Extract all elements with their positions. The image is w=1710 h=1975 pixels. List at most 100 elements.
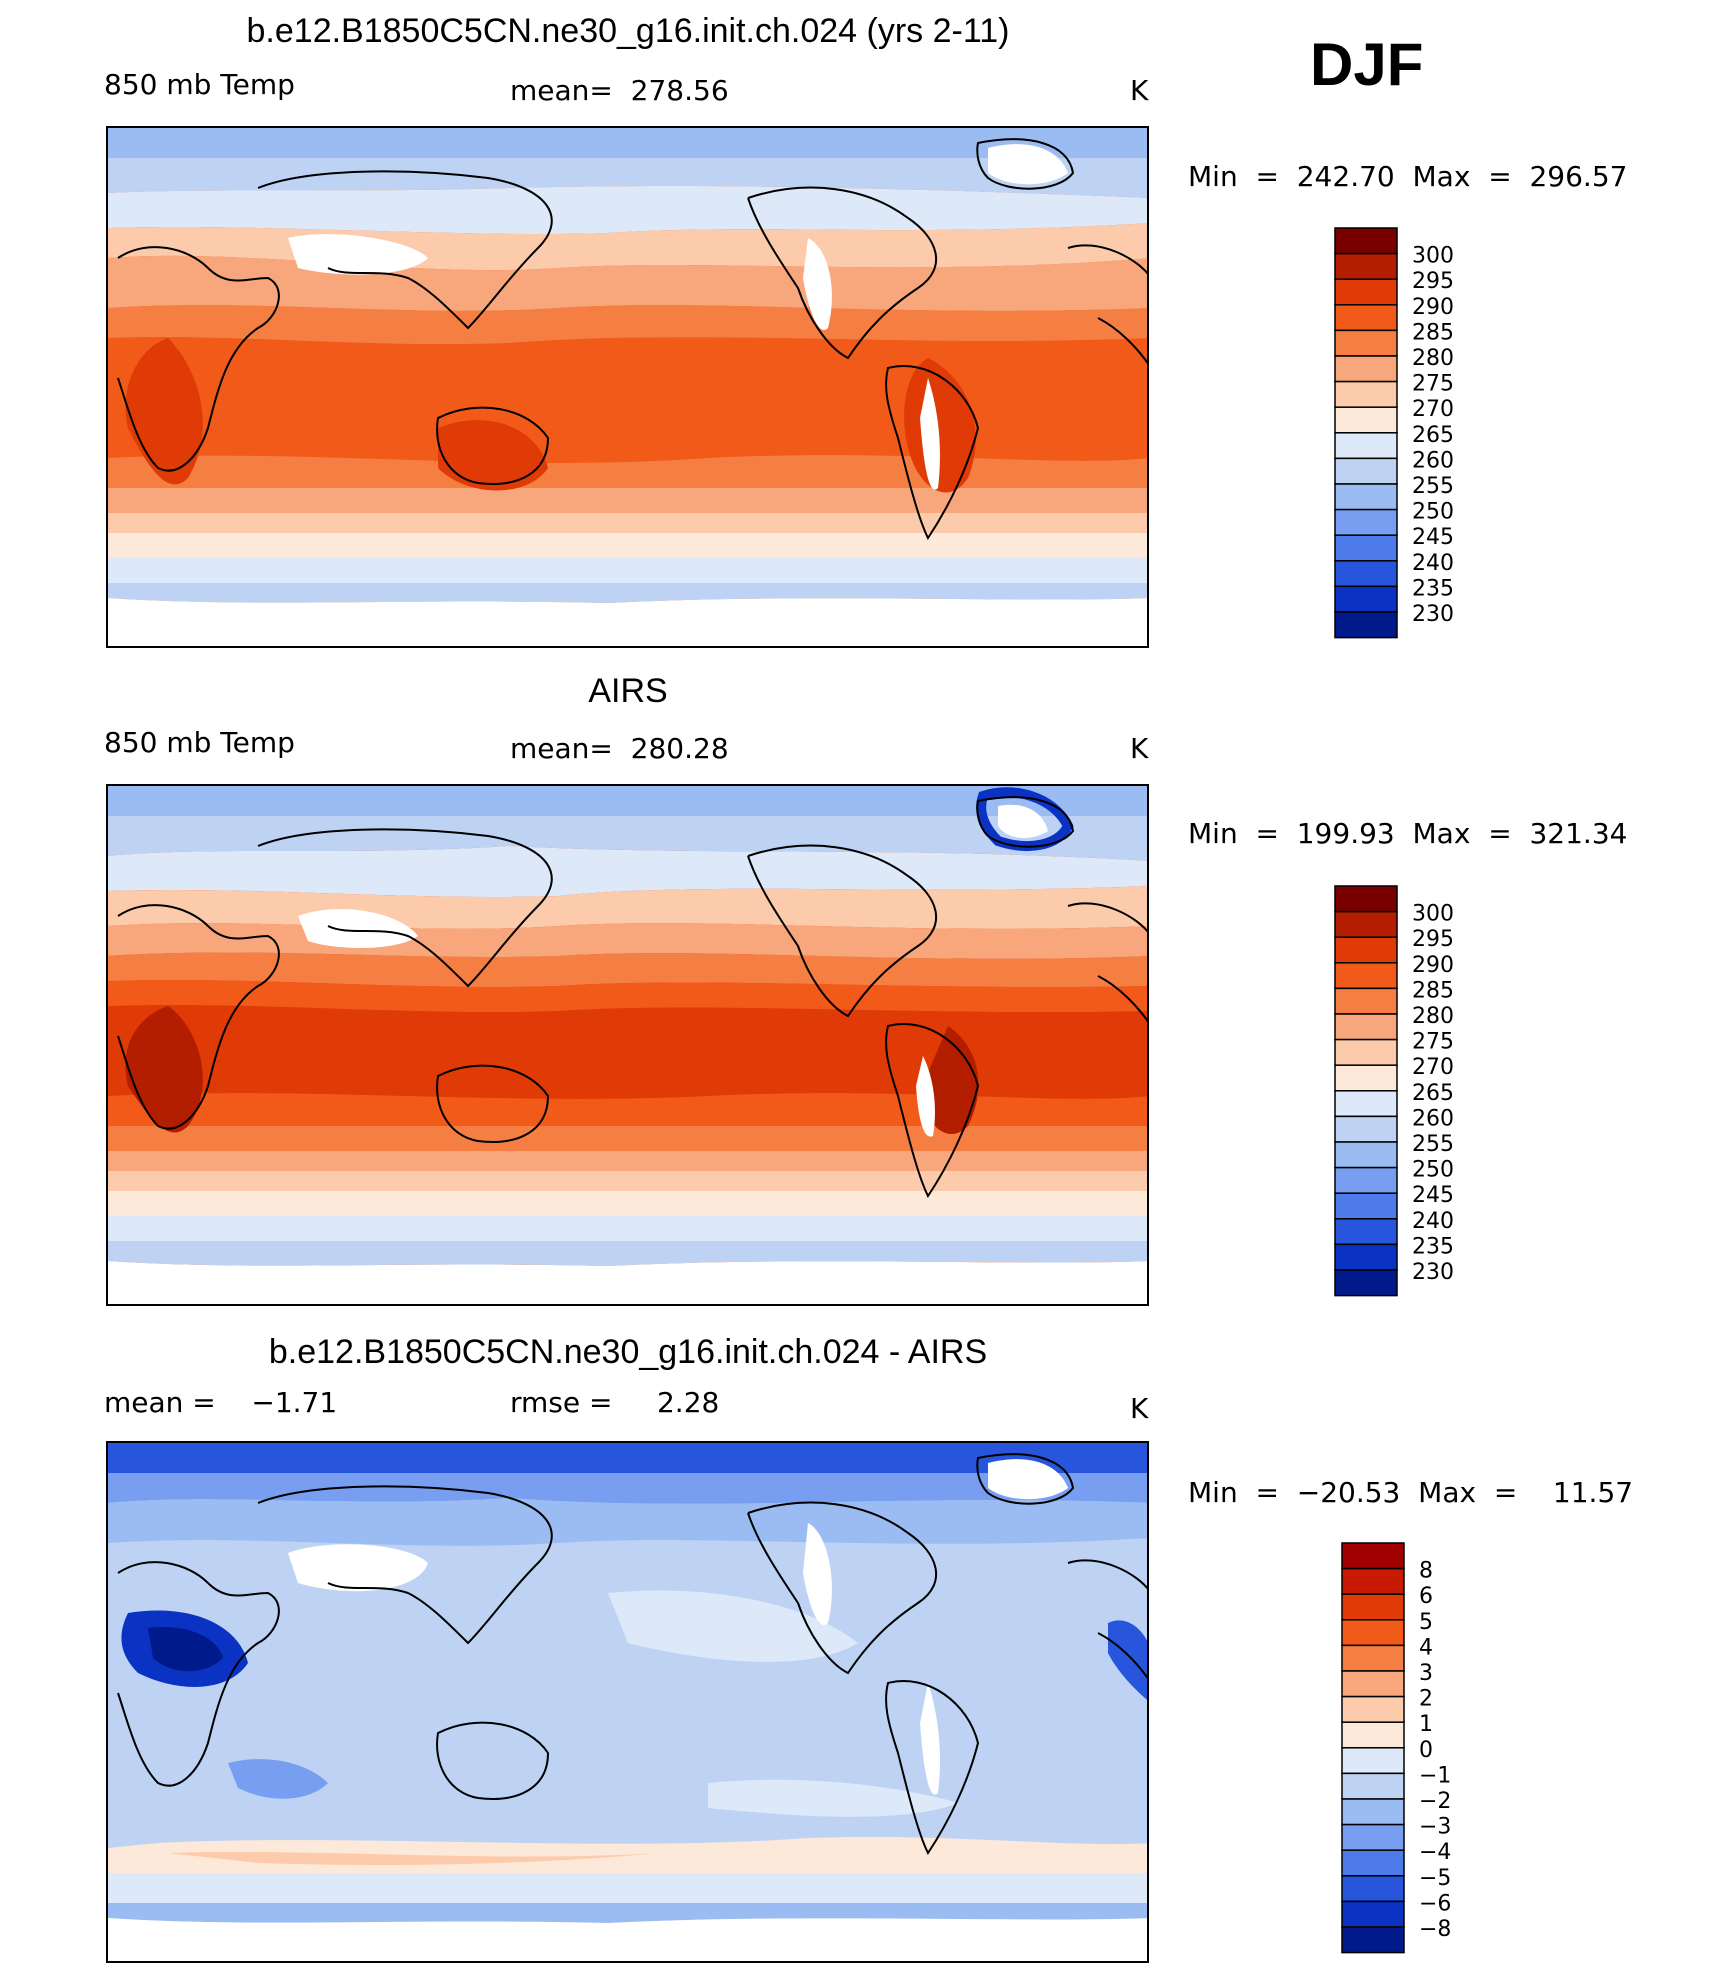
panel2-colorbar-label: 285 [1412, 978, 1454, 1003]
panel1-colorbar: 300 295 290 285 280 275 270 265 260 255 250 245 240 2… [1333, 226, 1493, 645]
panel2-colorbar-label: 280 [1412, 1004, 1454, 1029]
panel3-colorbar-box [1341, 1593, 1405, 1621]
panel2-map [106, 784, 1149, 1306]
panel2-mean-label: mean= 280.28 [510, 732, 729, 765]
panel2-colorbar-box [1334, 1192, 1398, 1220]
panel1-colorbar-label: 290 [1412, 295, 1454, 320]
panel2-colorbar-label: 240 [1412, 1209, 1454, 1234]
panel1-colorbar-box [1334, 432, 1398, 460]
panel1-variable-label: 850 mb Temp [104, 68, 295, 101]
panel2-colorbar-label: 255 [1412, 1132, 1454, 1157]
panel2-title: AIRS [588, 672, 668, 710]
panel1-colorbar-label: 295 [1412, 269, 1454, 294]
panel1-colorbar-label: 240 [1412, 551, 1454, 576]
panel3-minmax: Min = −20.53 Max = 11.57 [1188, 1476, 1634, 1509]
panel3-mean-label: mean = −1.71 [104, 1386, 338, 1419]
panel1-colorbar-box [1334, 278, 1398, 306]
panel2-colorbar-label: 230 [1412, 1260, 1454, 1285]
panel3-colorbar-box [1341, 1644, 1405, 1672]
panel1-colorbar-svg: 3002952902852802752702652602552502452402… [1334, 227, 1454, 639]
panel2-colorbar-label: 300 [1412, 902, 1454, 927]
panel2-temperature-field [108, 786, 1147, 1304]
panel2-colorbar: 300 295 290 285 280 275 270 265 260 255 250 245 240 2… [1333, 884, 1493, 1303]
panel3-colorbar-label: −3 [1419, 1815, 1451, 1840]
panel2-colorbar-label: 290 [1412, 953, 1454, 978]
panel1-colorbar-box [1334, 355, 1398, 383]
panel1-units-label: K [1130, 74, 1149, 107]
panel3-title: b.e12.B1850C5CN.ne30_g16.init.ch.024 - A… [268, 1333, 988, 1371]
panel2-colorbar-label: 265 [1412, 1081, 1454, 1106]
panel1-colorbar-label: 255 [1412, 474, 1454, 499]
panel2-colorbar-label: 295 [1412, 927, 1454, 952]
panel1-colorbar-label: 280 [1412, 346, 1454, 371]
panel2-colorbar-box [1334, 1166, 1398, 1194]
panel1-colorbar-box [1334, 483, 1398, 511]
panel2-colorbar-box [1334, 1090, 1398, 1118]
panel1-colorbar-box [1334, 560, 1398, 588]
panel3-colorbar-box [1341, 1619, 1405, 1647]
panel2-variable-label: 850 mb Temp [104, 726, 295, 759]
panel3-colorbar-box [1341, 1747, 1405, 1775]
panel1-colorbar-label: 230 [1412, 602, 1454, 627]
panel1-colorbar-label: 250 [1412, 500, 1454, 525]
panel1-colorbar-box [1334, 534, 1398, 562]
panel1-colorbar-box [1334, 304, 1398, 332]
panel3-colorbar-label: 2 [1419, 1687, 1433, 1712]
panel3-colorbar-label: −8 [1419, 1917, 1451, 1942]
panel2-colorbar-label: 270 [1412, 1055, 1454, 1080]
panel3-colorbar-box [1341, 1849, 1405, 1877]
panel3-colorbar-box [1341, 1926, 1405, 1954]
panel1-map [106, 126, 1149, 648]
panel2-colorbar-label: 245 [1412, 1183, 1454, 1208]
panel3-colorbar-label: 0 [1419, 1738, 1433, 1763]
panel1-colorbar-box [1334, 406, 1398, 434]
panel1-colorbar-box [1334, 585, 1398, 613]
panel3-colorbar-box [1341, 1900, 1405, 1928]
panel3-difference-field [108, 1443, 1147, 1961]
panel2-colorbar-box [1334, 1064, 1398, 1092]
panel3-colorbar-box [1341, 1695, 1405, 1723]
panel3-colorbar-box [1341, 1670, 1405, 1698]
panel3-colorbar-label: −2 [1419, 1789, 1451, 1814]
panel1-title: b.e12.B1850C5CN.ne30_g16.init.ch.024 (yr… [246, 12, 1010, 50]
panel3-rmse-label: rmse = 2.28 [510, 1386, 720, 1419]
panel1-colorbar-label: 285 [1412, 320, 1454, 345]
panel2-colorbar-box [1334, 1269, 1398, 1297]
panel3-colorbar-box [1341, 1772, 1405, 1800]
panel2-colorbar-box [1334, 987, 1398, 1015]
panel1-colorbar-label: 275 [1412, 372, 1454, 397]
panel1-colorbar-box [1334, 227, 1398, 255]
panel2-minmax: Min = 199.93 Max = 321.34 [1188, 817, 1628, 850]
season-label: DJF [1310, 31, 1424, 98]
panel3-units-label: K [1130, 1392, 1149, 1425]
panel2-colorbar-box [1334, 962, 1398, 990]
panel1-minmax: Min = 242.70 Max = 296.57 [1188, 160, 1628, 193]
panel3-colorbar-label: −1 [1419, 1763, 1451, 1788]
panel3-colorbar-box [1341, 1798, 1405, 1826]
panel3-colorbar-box [1341, 1567, 1405, 1595]
panel3-colorbar: 8 6 5 4 3 2 1 0 −1 −2 −3 −4 −5 −6 −8 [1340, 1541, 1500, 1960]
panel2-colorbar-box [1334, 1141, 1398, 1169]
panel3-colorbar-label: 1 [1419, 1712, 1433, 1737]
panel1-colorbar-label: 270 [1412, 397, 1454, 422]
panel2-colorbar-label: 260 [1412, 1106, 1454, 1131]
panel2-colorbar-svg: 3002952902852802752702652602552502452402… [1334, 885, 1454, 1297]
panel3-map [106, 1441, 1149, 1963]
panel3-colorbar-box [1341, 1823, 1405, 1851]
panel2-colorbar-box [1334, 1218, 1398, 1246]
panel1-colorbar-box [1334, 457, 1398, 485]
panel3-colorbar-label: 8 [1419, 1559, 1433, 1584]
panel1-mean-label: mean= 278.56 [510, 74, 729, 107]
panel3-colorbar-box [1341, 1875, 1405, 1903]
panel2-colorbar-box [1334, 910, 1398, 938]
panel2-colorbar-box [1334, 1115, 1398, 1143]
panel2-colorbar-box [1334, 1013, 1398, 1041]
panel1-colorbar-label: 235 [1412, 576, 1454, 601]
panel1-temperature-field [108, 128, 1147, 646]
panel1-colorbar-label: 245 [1412, 525, 1454, 550]
panel3-colorbar-label: −5 [1419, 1866, 1451, 1891]
panel3-colorbar-label: 3 [1419, 1661, 1433, 1686]
panel3-colorbar-box [1341, 1542, 1405, 1570]
panel2-colorbar-box [1334, 1243, 1398, 1271]
panel2-colorbar-label: 250 [1412, 1158, 1454, 1183]
